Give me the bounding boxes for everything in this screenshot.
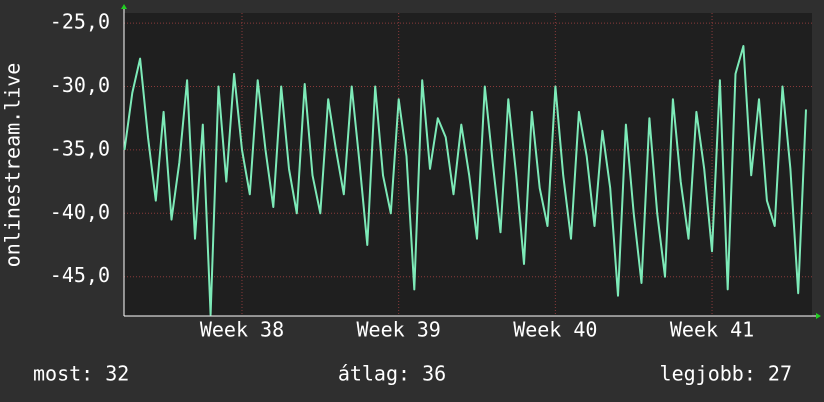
footer-average: átlag: 36 (338, 362, 446, 386)
y-axis-label: onlinestream.live (1, 63, 25, 268)
y-axis-arrow (121, 4, 127, 9)
y-tick-label: -25,0 (50, 10, 110, 34)
x-tick-label: Week 38 (200, 318, 284, 342)
y-tick-label: -45,0 (50, 263, 110, 287)
y-tick-label: -30,0 (50, 73, 110, 97)
x-axis-arrow (816, 313, 821, 319)
series-line (123, 45, 807, 316)
footer-best: legjobb: 27 (660, 362, 792, 386)
x-tick-label: Week 40 (513, 318, 597, 342)
y-tick-label: -35,0 (50, 136, 110, 160)
footer-current: most: 32 (33, 362, 129, 386)
x-tick-label: Week 41 (670, 318, 754, 342)
x-tick-label: Week 39 (357, 318, 441, 342)
y-tick-label: -40,0 (50, 200, 110, 224)
